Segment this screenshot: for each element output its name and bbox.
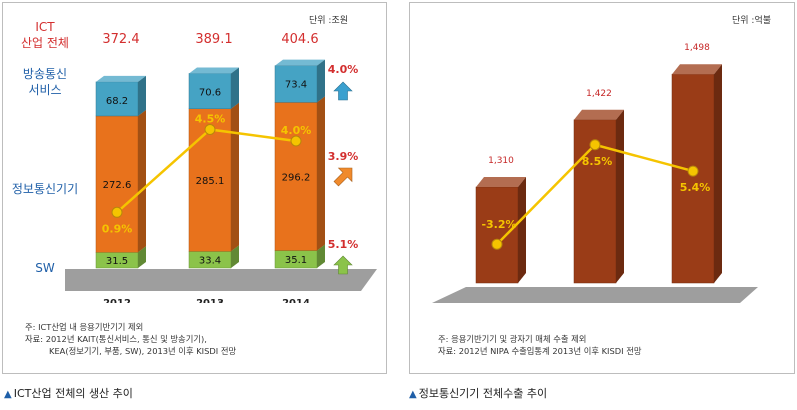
device-export-chart: 1,31020121,42220131,4982014-3.2%8.5%5.4% [432, 43, 758, 303]
total-value-label: 372.4 [102, 32, 139, 47]
bar-value-label: 1,498 [684, 43, 710, 53]
legend-total-line2: 산업 전체 [21, 36, 69, 50]
growth-point [204, 124, 216, 135]
service-segment-2014-top [275, 59, 325, 66]
note-line-2: 자료: 2012년 NIPA 수출입통계 2013년 이후 KISDI 전망 [438, 346, 642, 356]
growth-label: 4.5% [195, 113, 226, 126]
service-segment-2012 [95, 81, 139, 117]
service-segment-2013-top [189, 67, 239, 74]
growth-point [687, 165, 699, 177]
note-line-1: 주: ICT산업 내 응용기반기기 제외 [25, 322, 144, 332]
triangle-icon: ▲ [4, 389, 12, 400]
note-line-3: KEA(정보기기, 부품, SW), 2013년 이후 KISDI 전망 [49, 346, 237, 356]
export-bar-2014-side [714, 64, 722, 283]
segment-value-label: 70.6 [199, 87, 221, 98]
ict-production-chart-panel: 단위 :조원 2012 372.4 31.5 272.6 68.2 2013 389.1 33… [2, 2, 387, 374]
device-growth-label: 3.9% [328, 150, 359, 163]
device-export-chart-panel: 단위 :억불 1,31020121,42220131,4982014-3.2%8… [409, 2, 795, 374]
sw-growth-label: 5.1% [328, 238, 359, 251]
service-segment-2013-side [231, 67, 239, 109]
segment-value-label: 68.2 [106, 96, 128, 107]
chart-floor [432, 287, 758, 303]
growth-point [589, 139, 601, 151]
service-segment-2014-side [317, 59, 325, 103]
device-segment-2012-side [138, 109, 146, 253]
segment-value-label: 33.4 [199, 256, 221, 267]
bar-value-label: 1,422 [586, 89, 612, 99]
total-value-label: 404.6 [281, 32, 318, 47]
growth-point [491, 238, 503, 250]
device-segment-2013-side [231, 102, 239, 252]
legend-sw: SW [35, 261, 55, 275]
service-segment-2012-top [96, 75, 146, 82]
segment-value-label: 285.1 [196, 176, 225, 187]
export-bar-2012-top [476, 177, 526, 187]
chart-floor [65, 269, 377, 291]
device-segment-2014-side [317, 96, 325, 251]
left-caption-text: ICT산업 전체의 생산 추이 [13, 387, 133, 400]
export-bar-2012-side [518, 177, 526, 283]
legend-device: 정보통신기기 [12, 182, 78, 196]
segment-value-label: 73.4 [285, 80, 307, 91]
device-segment-2014 [274, 102, 318, 251]
up-arrow-icon [333, 81, 353, 101]
growth-point [111, 206, 123, 218]
growth-label: 0.9% [102, 222, 133, 235]
service-growth-label: 4.0% [328, 63, 359, 76]
export-bar-2014-top [672, 64, 722, 75]
segment-value-label: 35.1 [285, 255, 307, 266]
triangle-icon: ▲ [409, 389, 417, 400]
segment-value-label: 296.2 [282, 172, 311, 183]
note-line-2: 자료: 2012년 KAIT(통신서비스, 통신 및 방송기기), [25, 334, 207, 344]
right-caption: ▲ 정보통신기기 전체수출 추이 [409, 385, 547, 401]
legend-service-line1: 방송통신 [23, 67, 67, 81]
legend-total-line1: ICT [35, 20, 55, 34]
growth-point [290, 135, 302, 147]
x-tick-label: 2013 [196, 298, 224, 303]
x-tick-label: 2012 [103, 298, 131, 303]
service-segment-2012-side [138, 75, 146, 116]
x-tick-label: 2014 [282, 298, 310, 303]
export-bar-2013-side [616, 109, 624, 283]
total-value-label: 389.1 [195, 32, 232, 47]
segment-value-label: 272.6 [103, 180, 132, 191]
unit-label: 단위 :조원 [309, 16, 349, 26]
export-bar-2014 [671, 73, 715, 284]
export-bar-2012 [475, 186, 519, 284]
chart-note: 주: 응용기반기기 및 광자기 매체 수출 제외 자료: 2012년 NIPA … [438, 333, 642, 357]
growth-label: -3.2% [481, 218, 516, 231]
growth-label: 5.4% [680, 181, 711, 194]
note-line-1: 주: 응용기반기기 및 광자기 매체 수출 제외 [438, 334, 587, 344]
right-caption-text: 정보통신기기 전체수출 추이 [418, 387, 548, 400]
sw-segment-2014-side [317, 244, 325, 268]
chart-note: 주: ICT산업 내 응용기반기기 제외 자료: 2012년 KAIT(통신서비… [25, 321, 236, 357]
sw-segment-2012-side [138, 246, 146, 268]
ict-production-chart: 2012 372.4 31.5 272.6 68.2 2013 389.1 33.4 285.1… [12, 20, 377, 303]
service-segment-2013 [188, 73, 232, 109]
bar-value-label: 1,310 [488, 156, 514, 166]
segment-value-label: 31.5 [106, 256, 128, 267]
up-right-arrow-icon [333, 167, 353, 187]
unit-label: 단위 :억불 [732, 16, 772, 26]
left-caption: ▲ ICT산업 전체의 생산 추이 [4, 385, 133, 401]
export-bar-2013-top [574, 109, 624, 120]
legend-service-line2: 서비스 [28, 83, 61, 97]
growth-label: 8.5% [582, 155, 613, 168]
growth-label: 4.0% [281, 124, 312, 137]
up-arrow-icon [333, 255, 353, 275]
sw-segment-2013-side [231, 245, 239, 268]
